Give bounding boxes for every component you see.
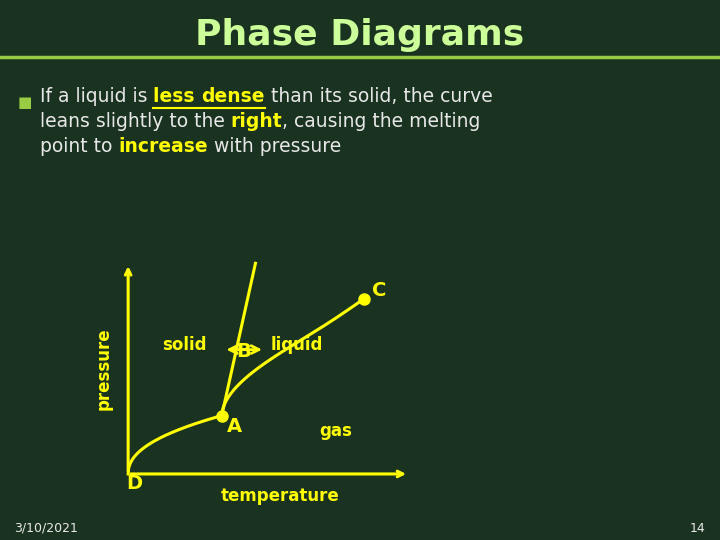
Text: temperature: temperature — [220, 487, 339, 504]
Text: than its solid, the curve: than its solid, the curve — [265, 86, 492, 106]
Text: Phase Diagrams: Phase Diagrams — [195, 18, 525, 52]
Text: increase: increase — [118, 137, 207, 157]
Text: with pressure: with pressure — [207, 137, 341, 157]
Text: gas: gas — [319, 422, 352, 440]
Text: ■: ■ — [18, 95, 32, 110]
Text: solid: solid — [162, 335, 207, 354]
Text: If a liquid is: If a liquid is — [40, 86, 153, 106]
Text: 14: 14 — [690, 522, 706, 535]
Text: D: D — [126, 474, 143, 493]
Text: B: B — [236, 342, 251, 361]
Text: liquid: liquid — [271, 335, 323, 354]
Text: leans slightly to the: leans slightly to the — [40, 112, 230, 131]
Text: pressure: pressure — [95, 327, 113, 410]
Text: , causing the melting: , causing the melting — [282, 112, 480, 131]
Text: point to: point to — [40, 137, 118, 157]
Text: dense: dense — [201, 86, 265, 106]
Text: C: C — [372, 281, 386, 300]
Text: A: A — [228, 417, 243, 436]
Text: right: right — [230, 112, 282, 131]
Text: 3/10/2021: 3/10/2021 — [14, 522, 78, 535]
Text: less: less — [153, 86, 201, 106]
